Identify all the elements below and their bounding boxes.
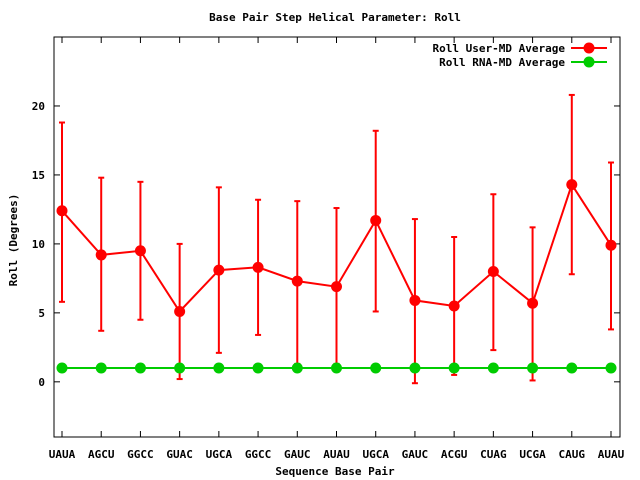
- x-tick-label: AUAU: [323, 448, 350, 461]
- data-point: [252, 362, 264, 374]
- x-tick-label: GAUC: [402, 448, 429, 461]
- data-point: [487, 362, 499, 374]
- legend-marker: [583, 56, 595, 68]
- x-tick-labels: UAUA AGCU GGCC GUAC UGCA GGCC GAUC AUAU UGCA GAUC…: [49, 448, 625, 461]
- x-tick-label: ACGU: [441, 448, 468, 461]
- data-point: [252, 261, 264, 273]
- y-tick-label: 10: [32, 238, 45, 251]
- data-point: [370, 362, 382, 374]
- data-point: [213, 264, 225, 276]
- data-point: [448, 362, 460, 374]
- data-point: [95, 362, 107, 374]
- x-tick-label: UGCA: [362, 448, 389, 461]
- data-point: [213, 362, 225, 374]
- data-point: [605, 362, 617, 374]
- x-tick-label: UAUA: [49, 448, 76, 461]
- data-point: [487, 265, 499, 277]
- data-point: [174, 305, 186, 317]
- x-tick-label: CUAG: [480, 448, 507, 461]
- x-tick-label: UCGA: [519, 448, 546, 461]
- y-tick-label: 5: [38, 307, 45, 320]
- data-point: [566, 362, 578, 374]
- data-point: [331, 281, 342, 293]
- x-axis-label: Sequence Base Pair: [275, 465, 395, 478]
- data-point: [331, 362, 342, 374]
- axis-ticks: [54, 37, 620, 437]
- data-point: [95, 249, 107, 261]
- legend-label: Roll User-MD Average: [433, 42, 566, 55]
- data-point: [566, 179, 578, 191]
- series-points: [56, 179, 617, 374]
- y-tick-label: 15: [32, 169, 45, 182]
- y-tick-labels: 0 5 10 15 20: [32, 100, 45, 389]
- data-point: [448, 300, 460, 312]
- error-bars: [59, 93, 614, 385]
- x-tick-label: AUAU: [598, 448, 625, 461]
- chart-title: Base Pair Step Helical Parameter: Roll: [209, 11, 461, 24]
- data-point: [409, 362, 421, 374]
- x-tick-label: GAUC: [284, 448, 311, 461]
- data-point: [527, 297, 539, 309]
- data-point: [527, 362, 539, 374]
- x-tick-label: AGCU: [88, 448, 115, 461]
- y-tick-label: 0: [38, 376, 45, 389]
- x-tick-label: GGCC: [127, 448, 154, 461]
- data-point: [605, 239, 617, 251]
- data-point: [134, 362, 146, 374]
- x-tick-label: UGCA: [206, 448, 233, 461]
- y-tick-label: 20: [32, 100, 45, 113]
- x-tick-label: GUAC: [166, 448, 193, 461]
- data-point: [56, 362, 68, 374]
- data-point: [291, 275, 303, 287]
- x-tick-label: GGCC: [245, 448, 272, 461]
- data-point: [291, 362, 303, 374]
- data-point: [134, 245, 146, 257]
- y-axis-label: Roll (Degrees): [7, 194, 20, 287]
- x-tick-label: CAUG: [559, 448, 586, 461]
- data-point: [370, 214, 382, 226]
- data-point: [409, 294, 421, 306]
- legend-marker: [583, 42, 595, 54]
- data-point: [56, 205, 68, 217]
- data-point: [174, 362, 186, 374]
- legend-label: Roll RNA-MD Average: [439, 56, 565, 69]
